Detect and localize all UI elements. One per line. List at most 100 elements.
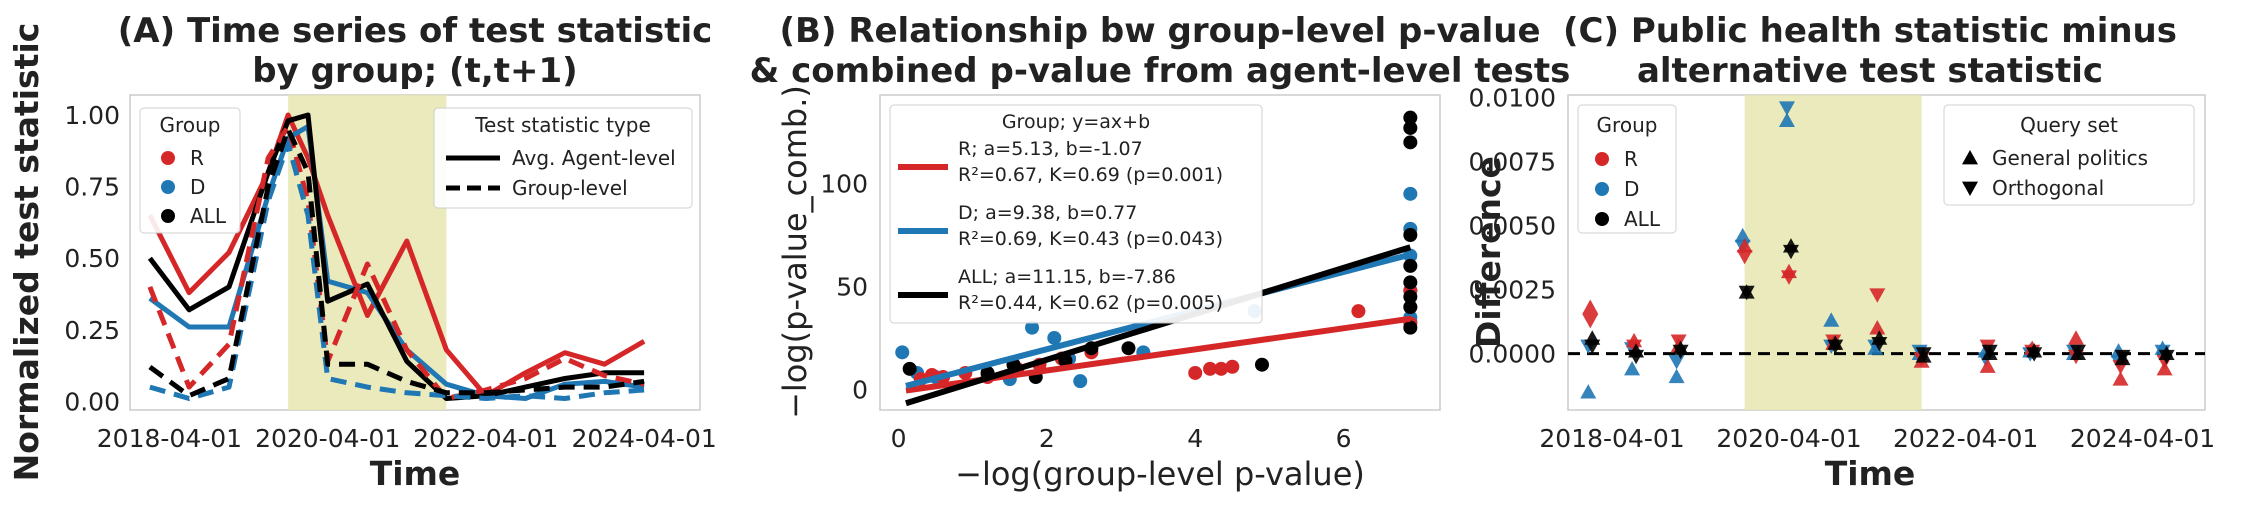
x-tick-label: 6 <box>1336 424 1352 453</box>
x-tick-label: 2018-04-01 <box>97 424 242 453</box>
legend-label: R; a=5.13, b=-1.07 <box>958 138 1143 160</box>
y-tick-label: 0.75 <box>64 173 120 202</box>
legend-label: ALL <box>190 204 227 228</box>
point-R-general <box>2068 330 2085 345</box>
legend-label: Orthogonal <box>1992 176 2104 200</box>
legend-type: Test statistic type Avg. Agent-level Group… <box>433 107 693 209</box>
point-R-orthogonal <box>1869 288 1886 303</box>
point-ALL-orthogonal <box>1584 339 1601 354</box>
point-D <box>1403 186 1418 201</box>
y-tick-label: 100 <box>820 170 868 199</box>
point-D <box>1047 330 1062 345</box>
legend-marker <box>1962 150 1978 165</box>
point-D-general <box>1734 227 1751 243</box>
x-tick-label: 2022-04-01 <box>1893 424 2038 453</box>
point-D-orthogonal <box>1778 101 1795 116</box>
point-R-orthogonal <box>1736 249 1753 265</box>
point-D <box>1073 374 1088 389</box>
x-tick-label: 2022-04-01 <box>413 424 558 453</box>
point-ALL <box>1403 320 1418 335</box>
point-D-general <box>1580 384 1597 399</box>
legend-label: R²=0.67, K=0.69 (p=0.001) <box>958 164 1223 186</box>
legend-label: D <box>190 175 205 199</box>
point-ALL <box>1403 275 1418 290</box>
point-ALL-orthogonal <box>1738 285 1755 301</box>
series-D-group <box>149 141 645 401</box>
title-line-2: & combined p-value from agent-level test… <box>750 51 1571 91</box>
y-tick-label: 0.0000 <box>1469 340 1556 369</box>
legend-label: D <box>1624 177 1639 201</box>
legend-label: General politics <box>1992 146 2148 170</box>
point-ALL-orthogonal <box>2114 349 2131 365</box>
legend-marker <box>1962 181 1978 196</box>
shaded-period <box>1744 95 1922 410</box>
x-tick-label: 2024-04-01 <box>2070 424 2215 453</box>
panel-c: (C) Public health statistic minusalterna… <box>1469 11 2216 493</box>
x-axis-label: Time <box>370 454 461 493</box>
point-R-general <box>1582 299 1599 314</box>
legend-title: Test statistic type <box>474 113 651 137</box>
series-ALL-group <box>148 126 645 399</box>
point-R-general <box>2112 371 2129 386</box>
point-R-orthogonal <box>1582 313 1599 329</box>
point-R <box>1225 359 1240 374</box>
point-R <box>1351 304 1366 319</box>
legend-label: R²=0.44, K=0.62 (p=0.005) <box>958 292 1223 314</box>
x-tick-label: 2018-04-01 <box>1539 424 1684 453</box>
point-D-general <box>1624 361 1641 376</box>
point-D-general <box>1823 312 1840 327</box>
legend-marker-R <box>161 151 175 165</box>
point-ALL-orthogonal <box>2070 344 2087 360</box>
x-tick-label: 0 <box>891 424 907 453</box>
point-ALL-orthogonal <box>2026 347 2043 362</box>
y-axis-label: Normalized test statistic <box>7 23 46 482</box>
x-axis-label: −log(group-level p-value) <box>955 455 1365 493</box>
legend-marker-D <box>1595 182 1609 196</box>
y-axis-label: Difference <box>1469 156 1508 348</box>
x-tick-label: 4 <box>1187 424 1203 453</box>
legend-box <box>139 107 241 234</box>
legend-box <box>889 104 1263 324</box>
legend-label: R²=0.69, K=0.43 (p=0.043) <box>958 228 1223 250</box>
point-ALL-orthogonal <box>1915 347 1932 362</box>
panel-b: (B) Relationship bw group-level p-value&… <box>750 11 1571 493</box>
legend-title: Group <box>160 113 221 137</box>
x-axis-label: Time <box>1825 454 1916 493</box>
point-R-general <box>1979 358 1996 373</box>
title-line-2: by group; (t,t+1) <box>252 51 577 91</box>
legend-title: Query set <box>2020 113 2118 137</box>
point-ALL-orthogonal <box>1628 349 1645 365</box>
legend: Group; y=ax+b R; a=5.13, b=-1.07 R²=0.67, … <box>889 104 1263 324</box>
y-tick-label: 0.0100 <box>1469 84 1556 113</box>
legend-label: ALL <box>1624 207 1661 231</box>
legend-marker-ALL <box>161 209 175 223</box>
legend-label: Group-level <box>512 176 628 200</box>
point-ALL <box>1254 357 1269 372</box>
legend-box <box>1943 104 2195 206</box>
point-R <box>1214 361 1229 376</box>
legend-title: Group <box>1597 113 1658 137</box>
y-tick-label: 0.0025 <box>1469 276 1556 305</box>
point-ALL <box>1121 341 1136 356</box>
point-D <box>1025 320 1040 335</box>
x-tick-label: 2 <box>1039 424 1055 453</box>
title-line-1: (B) Relationship bw group-level p-value <box>779 11 1540 51</box>
y-axis-label: −log(p-value_comb.) <box>776 85 814 419</box>
point-ALL <box>1403 110 1418 125</box>
title-line-1: (C) Public health statistic minus <box>1563 11 2177 51</box>
legend-label: Avg. Agent-level <box>512 146 676 170</box>
legend-label: D; a=9.38, b=0.77 <box>958 202 1137 224</box>
legend-label: R <box>1624 147 1638 171</box>
point-ALL-orthogonal <box>1782 244 1799 260</box>
point-ALL <box>1403 228 1418 242</box>
point-R <box>1203 361 1218 376</box>
fit-line-ALL <box>905 244 1412 407</box>
legend-marker-D <box>161 180 175 194</box>
series-ALL-agent <box>147 112 645 401</box>
point-ALL-orthogonal <box>1672 344 1689 360</box>
point-ALL-orthogonal <box>1827 339 1844 354</box>
legend-title: Group; y=ax+b <box>1002 111 1150 133</box>
point-R-general <box>1736 238 1753 253</box>
